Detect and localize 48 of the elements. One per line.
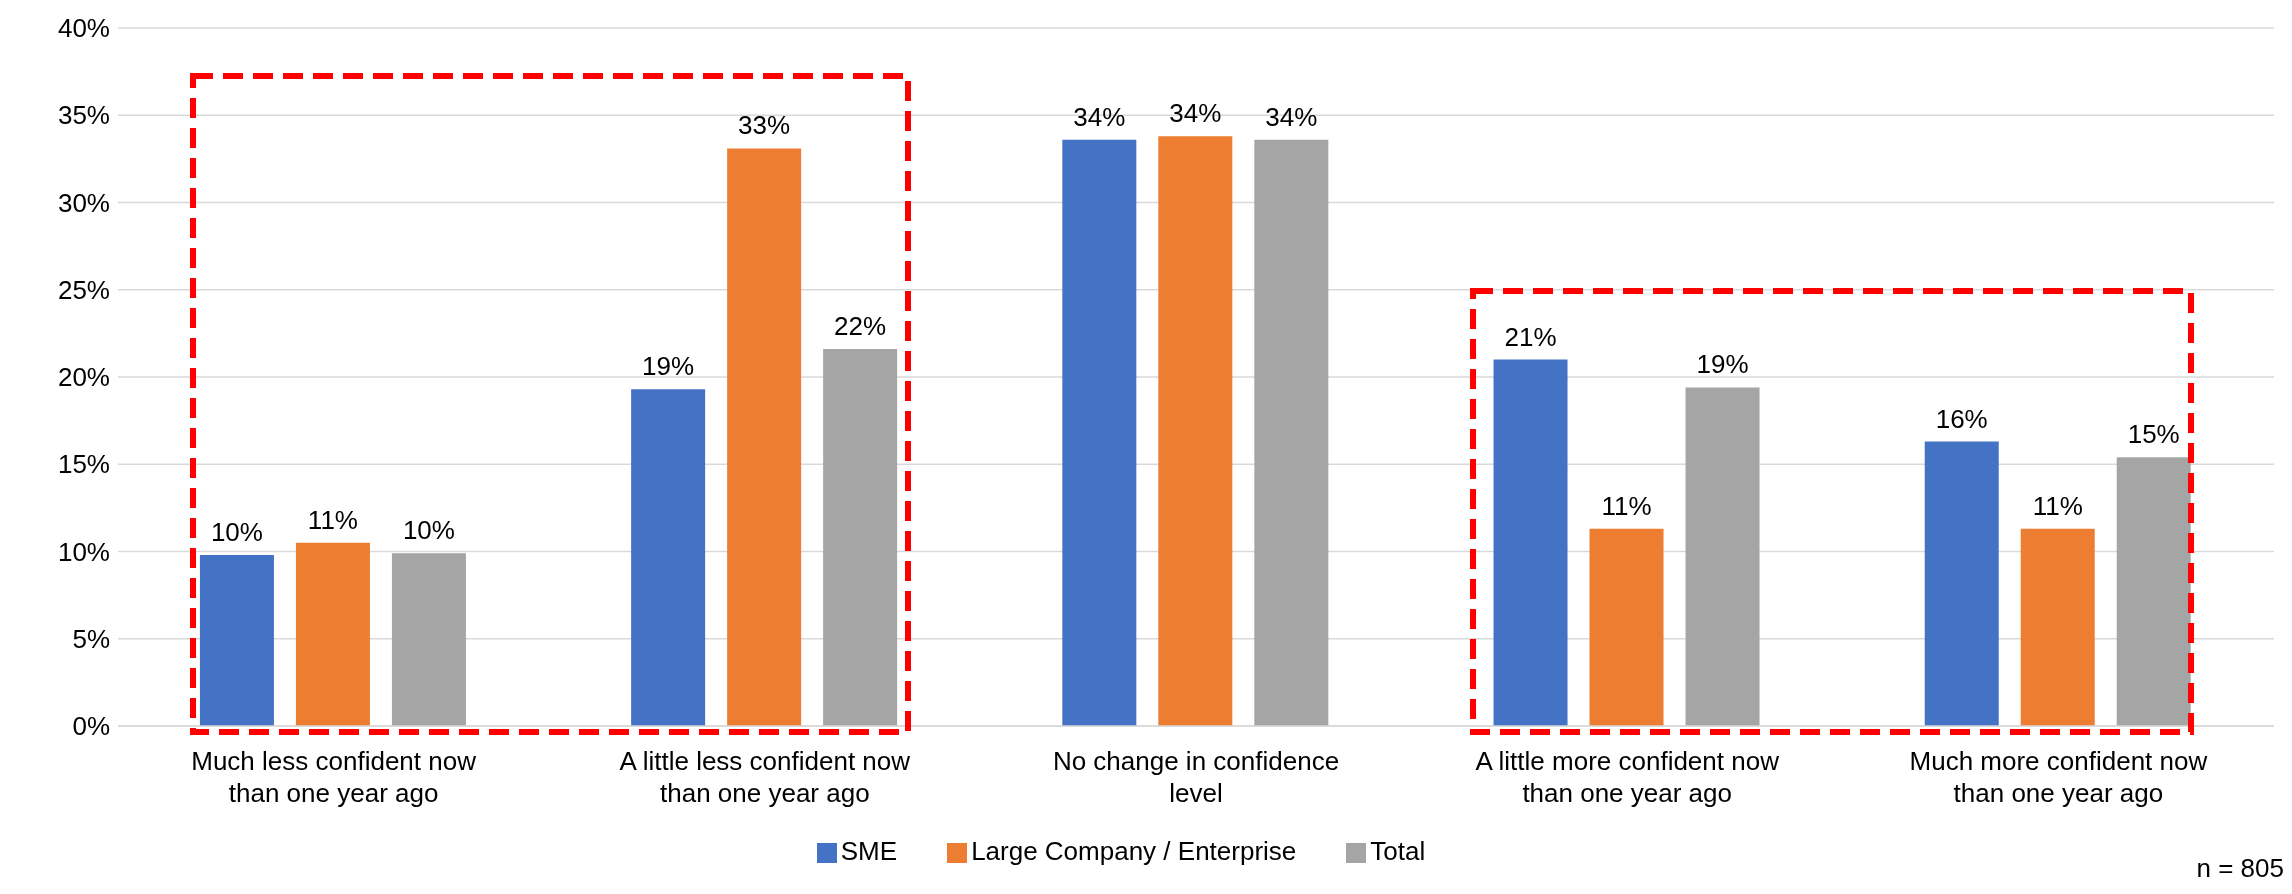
text: n = 805 xyxy=(2196,853,2284,884)
data-label: 11% xyxy=(2032,490,2083,521)
y-tick-label: 0% xyxy=(72,711,110,742)
legend-label: Total xyxy=(1370,836,1426,866)
data-label: 34% xyxy=(1073,101,1126,132)
bar xyxy=(823,349,898,726)
data-label: 34% xyxy=(1265,101,1318,132)
data-label: 10% xyxy=(402,515,455,546)
y-tick-label: 10% xyxy=(57,536,110,567)
bar xyxy=(1924,441,1999,726)
legend-label: Large Company / Enterprise xyxy=(971,836,1297,866)
data-label: 34% xyxy=(1169,98,1222,129)
data-label: 19% xyxy=(1696,349,1749,380)
legend-label: SME xyxy=(840,836,898,866)
bar xyxy=(2020,528,2095,726)
data-label: 16% xyxy=(1935,403,1988,434)
bar xyxy=(1254,139,1329,726)
bar xyxy=(199,554,274,726)
bar xyxy=(727,148,802,726)
y-tick-label: 25% xyxy=(57,274,110,305)
bar xyxy=(295,542,370,726)
x-tick-label: Much more confident now than one year ago xyxy=(1909,746,2208,808)
bar xyxy=(391,553,466,726)
x-tick-label: A little less confident now than one year ago xyxy=(619,746,911,808)
y-tick-label: 40% xyxy=(57,13,110,44)
bar xyxy=(1589,528,1664,726)
data-label: 22% xyxy=(834,311,887,342)
y-tick-label: 35% xyxy=(57,100,110,131)
x-tick-label: No change in confidence level xyxy=(1052,746,1340,808)
bar xyxy=(1685,387,1760,726)
x-tick-label: A little more confident now than one year ago xyxy=(1475,746,1780,808)
bar xyxy=(1158,136,1233,726)
bar xyxy=(1493,359,1568,726)
data-label: 10% xyxy=(210,516,263,547)
y-tick-label: 20% xyxy=(57,362,110,393)
y-tick-label: 30% xyxy=(57,187,110,218)
data-label: 21% xyxy=(1504,321,1557,352)
y-tick-label: 5% xyxy=(72,623,110,654)
data-label: 19% xyxy=(642,351,695,382)
bar xyxy=(1062,139,1137,726)
data-label: 11% xyxy=(307,504,358,535)
y-tick-label: 15% xyxy=(57,449,110,480)
data-label: 33% xyxy=(738,110,791,141)
data-label: 15% xyxy=(2127,419,2180,450)
bar xyxy=(2116,457,2191,726)
data-label: 11% xyxy=(1601,490,1652,521)
x-tick-label: Much less confident now than one year ago xyxy=(191,746,477,808)
bar xyxy=(631,389,706,726)
